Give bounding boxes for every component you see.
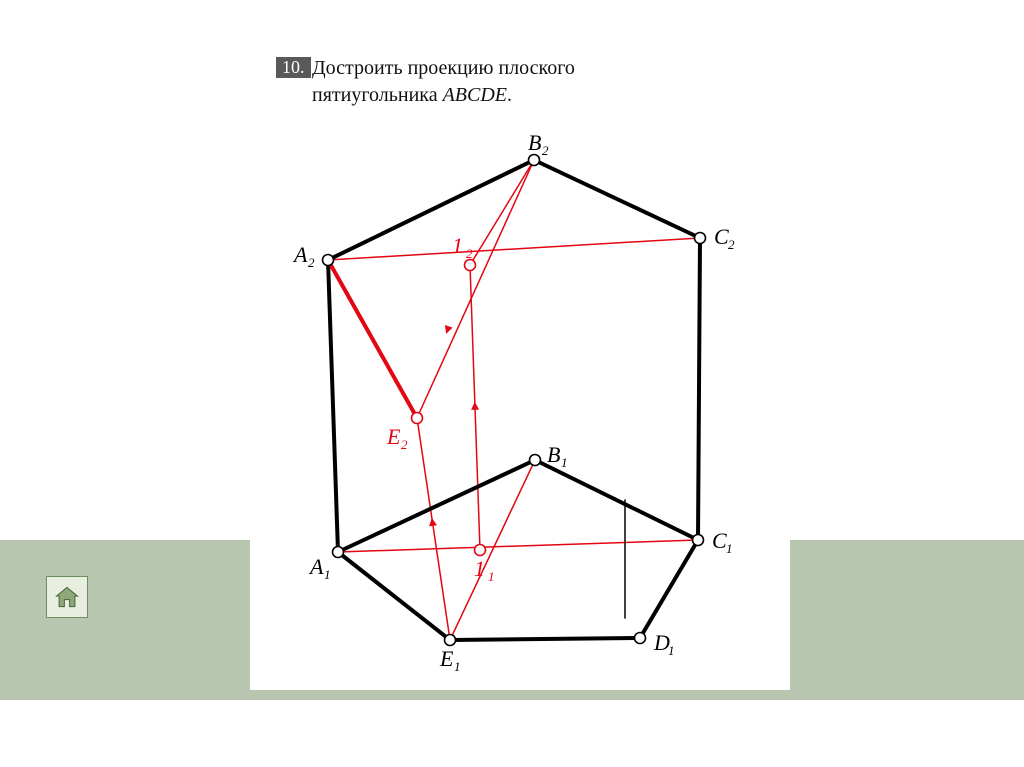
svg-text:E: E (439, 646, 454, 671)
problem-shape: ABCDE (443, 84, 507, 106)
diagram-svg: A2B2C2E2B1A1C1D1E11211 (260, 130, 780, 690)
problem-number: 10. (282, 57, 305, 77)
svg-text:1: 1 (454, 659, 461, 674)
svg-text:2: 2 (308, 255, 315, 270)
svg-text:2: 2 (466, 246, 473, 261)
svg-text:2: 2 (728, 237, 735, 252)
problem-dot: . (507, 84, 512, 106)
svg-text:C: C (714, 224, 729, 249)
svg-text:1: 1 (668, 643, 675, 658)
svg-text:2: 2 (401, 437, 408, 452)
svg-text:1: 1 (474, 556, 485, 581)
svg-text:1: 1 (488, 569, 495, 584)
svg-text:E: E (386, 424, 401, 449)
svg-text:1: 1 (726, 541, 733, 556)
home-icon (53, 583, 81, 611)
svg-text:A: A (292, 242, 308, 267)
svg-text:1: 1 (324, 567, 331, 582)
problem-line1: Достроить проекцию плоского (312, 57, 575, 79)
svg-text:C: C (712, 528, 727, 553)
svg-text:A: A (308, 554, 324, 579)
diagram: A2B2C2E2B1A1C1D1E11211 (260, 130, 780, 695)
problem-text: Достроить проекцию плоского пятиугольник… (312, 55, 575, 109)
home-button[interactable] (46, 576, 88, 618)
svg-text:B: B (547, 442, 560, 467)
svg-text:B: B (528, 130, 541, 155)
problem-number-badge: 10. (276, 57, 311, 78)
svg-text:1: 1 (561, 455, 568, 470)
problem-line2: пятиугольника (312, 84, 443, 106)
svg-text:1: 1 (452, 233, 463, 258)
svg-text:2: 2 (542, 143, 549, 158)
